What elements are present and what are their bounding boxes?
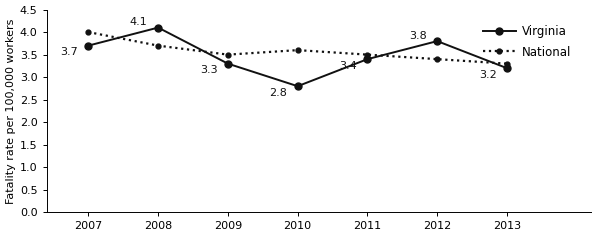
- Text: 2.8: 2.8: [269, 88, 287, 98]
- Virginia: [364, 58, 371, 61]
- Virginia: [224, 62, 232, 65]
- Virginia: [294, 85, 301, 88]
- Text: 3.3: 3.3: [200, 65, 217, 75]
- National: [85, 31, 92, 33]
- Text: 3.8: 3.8: [409, 31, 427, 41]
- Text: 3.7: 3.7: [60, 47, 78, 57]
- Line: National: National: [86, 30, 509, 66]
- Virginia: [155, 26, 162, 29]
- National: [434, 58, 441, 61]
- Text: 3.4: 3.4: [339, 61, 357, 71]
- National: [155, 44, 162, 47]
- Text: 3.2: 3.2: [479, 70, 497, 80]
- Virginia: [434, 40, 441, 42]
- Y-axis label: Fatality rate per 100,000 workers: Fatality rate per 100,000 workers: [5, 18, 16, 204]
- National: [503, 62, 511, 65]
- Virginia: [503, 67, 511, 70]
- National: [224, 53, 232, 56]
- National: [364, 53, 371, 56]
- National: [294, 49, 301, 52]
- Legend: Virginia, National: Virginia, National: [477, 19, 577, 64]
- Text: 4.1: 4.1: [130, 17, 148, 27]
- Virginia: [85, 44, 92, 47]
- Line: Virginia: Virginia: [85, 24, 511, 90]
